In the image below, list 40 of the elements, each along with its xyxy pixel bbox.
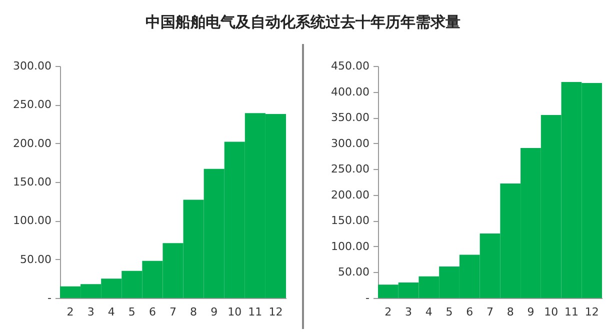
x-tick-label: 8 <box>506 306 514 318</box>
y-tick-label: 300.00 <box>331 136 370 150</box>
x-tick-label: 11 <box>564 306 578 318</box>
y-tick-label: 250.00 <box>13 98 52 112</box>
x-tick-label: 3 <box>405 306 412 318</box>
y-tick-label: 50.00 <box>338 266 370 279</box>
y-tick-label: 100.00 <box>331 240 370 253</box>
y-tick-label: 350.00 <box>331 111 370 124</box>
y-tick-label: 400.00 <box>331 85 370 98</box>
x-tick-label: 7 <box>486 306 494 318</box>
x-tick-label: 7 <box>170 306 176 318</box>
y-tick-label: 250.00 <box>331 162 370 176</box>
y-tick-label: 200.00 <box>331 188 370 202</box>
y-tick-label: - <box>366 292 370 304</box>
y-tick-label: - <box>48 292 52 304</box>
x-tick-label: 3 <box>87 306 94 318</box>
y-tick-label: 200.00 <box>13 136 52 150</box>
y-tick-label: 150.00 <box>331 214 370 228</box>
y-tick-label: 450.00 <box>331 60 370 72</box>
x-tick-label: 6 <box>148 306 156 318</box>
x-tick-label: 12 <box>584 306 599 318</box>
x-tick-label: 2 <box>384 306 392 318</box>
x-tick-label: 12 <box>268 306 283 318</box>
x-tick-label: 9 <box>210 306 218 318</box>
x-tick-label: 6 <box>466 306 474 318</box>
y-tick-label: 50.00 <box>20 252 52 266</box>
x-tick-label: 11 <box>248 306 262 318</box>
x-tick-label: 4 <box>425 306 432 318</box>
x-tick-label: 8 <box>190 306 198 318</box>
x-tick-label: 5 <box>128 306 136 318</box>
x-tick-label: 5 <box>446 306 453 318</box>
x-tick-label: 2 <box>66 306 74 318</box>
y-tick-label: 150.00 <box>13 176 52 188</box>
x-tick-label: 10 <box>544 306 558 318</box>
x-tick-label: 4 <box>108 306 115 318</box>
x-tick-label: 9 <box>527 306 534 318</box>
y-tick-label: 100.00 <box>13 214 52 228</box>
x-tick-label: 10 <box>228 306 242 318</box>
y-tick-label: 300.00 <box>13 60 52 72</box>
chart-title: 中国船舶电气及自动化系统过去十年历年需求量 <box>144 12 462 33</box>
